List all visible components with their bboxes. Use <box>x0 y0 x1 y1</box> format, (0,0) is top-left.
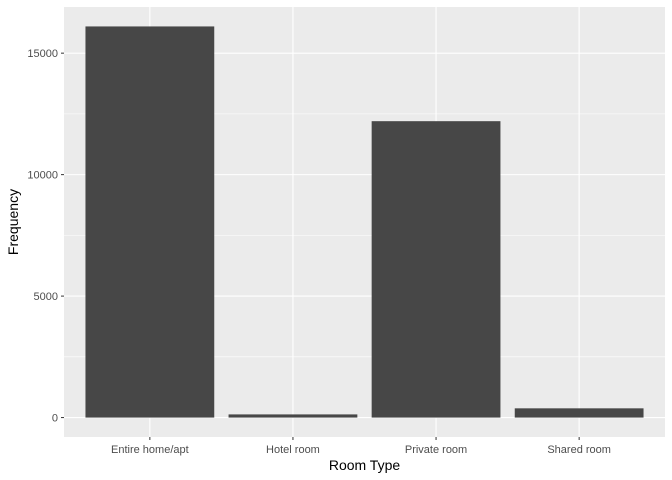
x-tick-label: Entire home/apt <box>111 444 189 456</box>
y-axis-title: Frequency <box>5 189 21 255</box>
x-axis-title: Room Type <box>329 457 401 473</box>
y-tick-label: 0 <box>52 413 58 425</box>
y-axis: 0 5000 10000 15000 <box>27 48 64 425</box>
x-axis: Entire home/apt Hotel room Private room Sha… <box>111 437 611 456</box>
x-tick-label: Private room <box>405 444 467 456</box>
y-tick-label: 5000 <box>34 291 58 303</box>
x-tick-label: Shared room <box>547 444 611 456</box>
x-tick-label: Hotel room <box>266 444 320 456</box>
bars <box>85 26 644 418</box>
bar-private-room <box>371 121 501 418</box>
y-tick-label: 10000 <box>27 170 58 182</box>
y-tick-label: 15000 <box>27 48 58 60</box>
bar-shared-room <box>514 408 644 418</box>
bar-hotel-room <box>228 414 358 418</box>
bar-entire-home-apt <box>85 26 215 418</box>
